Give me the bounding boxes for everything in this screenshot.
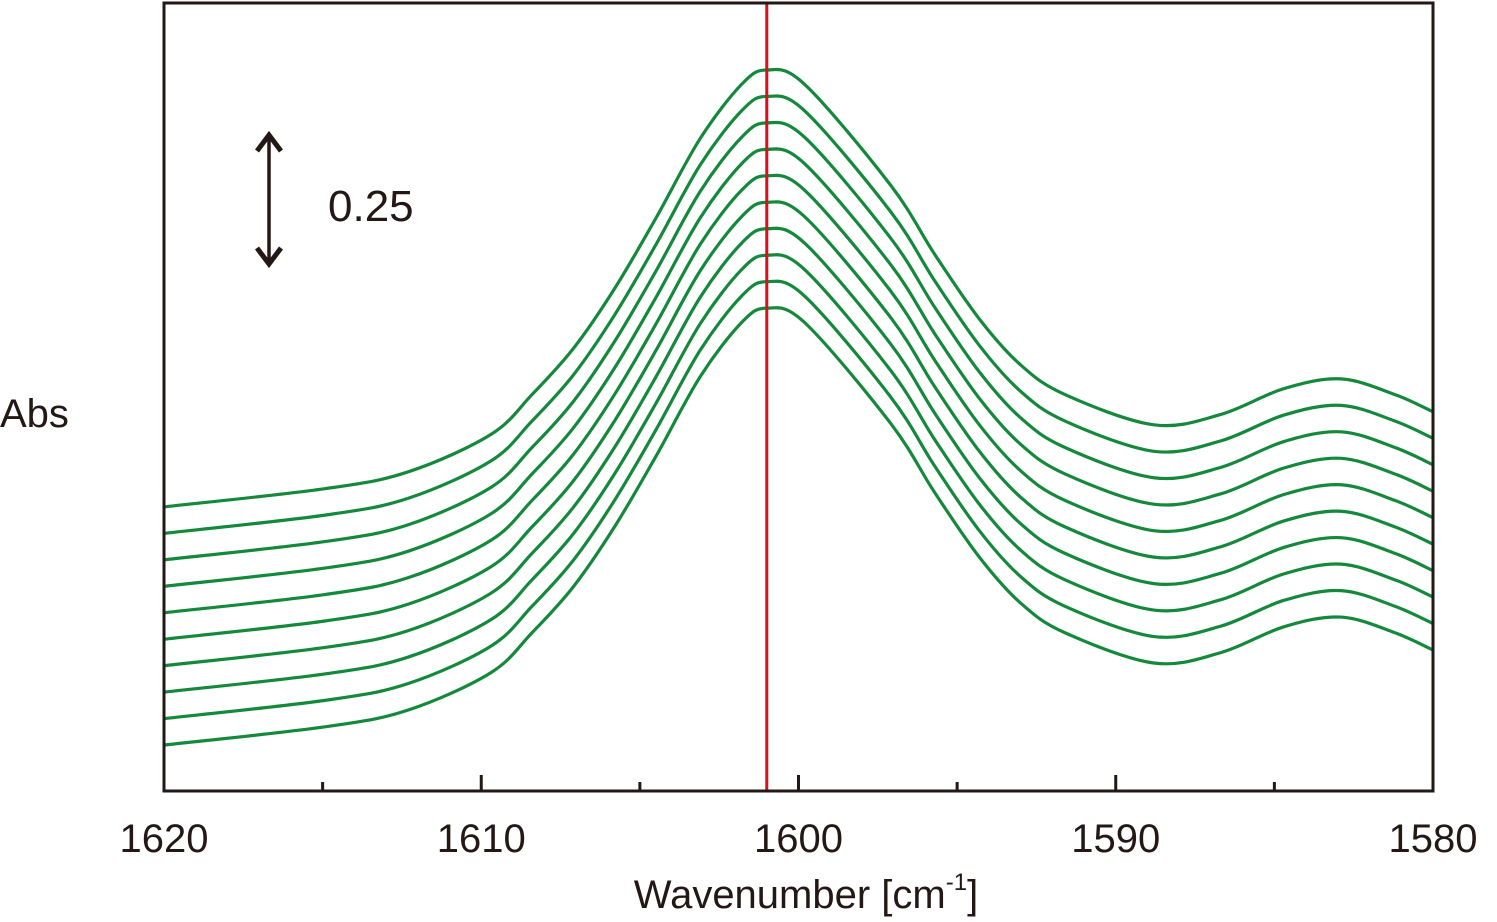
arrow-down-icon <box>255 246 283 269</box>
x-axis-label-end: ] <box>967 873 978 917</box>
x-tick-label: 1610 <box>437 817 526 861</box>
y-axis-label: Abs <box>0 392 69 436</box>
scale-bar-label: 0.25 <box>328 182 414 231</box>
spectrum-trace-3 <box>163 253 1434 694</box>
x-tick-labels: 1620 1610 1600 1590 1580 <box>120 817 1478 861</box>
x-axis-label-main: Wavenumber [cm <box>634 873 946 917</box>
spectrum-trace-9 <box>163 94 1434 535</box>
x-tick-label: 1580 <box>1389 817 1478 861</box>
spectrum-trace-6 <box>163 173 1434 615</box>
spectrum-trace-5 <box>163 200 1434 641</box>
x-tick-label: 1590 <box>1071 817 1160 861</box>
spectrum-trace-2 <box>163 279 1434 721</box>
spectrum-trace-7 <box>163 147 1434 588</box>
x-axis-label: Wavenumber [cm-1] <box>634 869 978 917</box>
scale-bar: 0.25 <box>255 130 414 269</box>
plot-frame <box>162 1 1435 793</box>
x-axis-label-sup: -1 <box>946 869 967 896</box>
x-ticks <box>162 775 1435 791</box>
x-tick-label: 1620 <box>120 817 209 861</box>
x-tick-label: 1600 <box>754 817 843 861</box>
series-layer <box>163 67 1434 747</box>
spectrum-trace-1 <box>163 306 1434 747</box>
spectrum-trace-8 <box>163 120 1434 562</box>
arrow-up-icon <box>255 130 283 153</box>
spectrum-trace-10 <box>163 67 1434 509</box>
spectrum-trace-4 <box>163 226 1434 668</box>
